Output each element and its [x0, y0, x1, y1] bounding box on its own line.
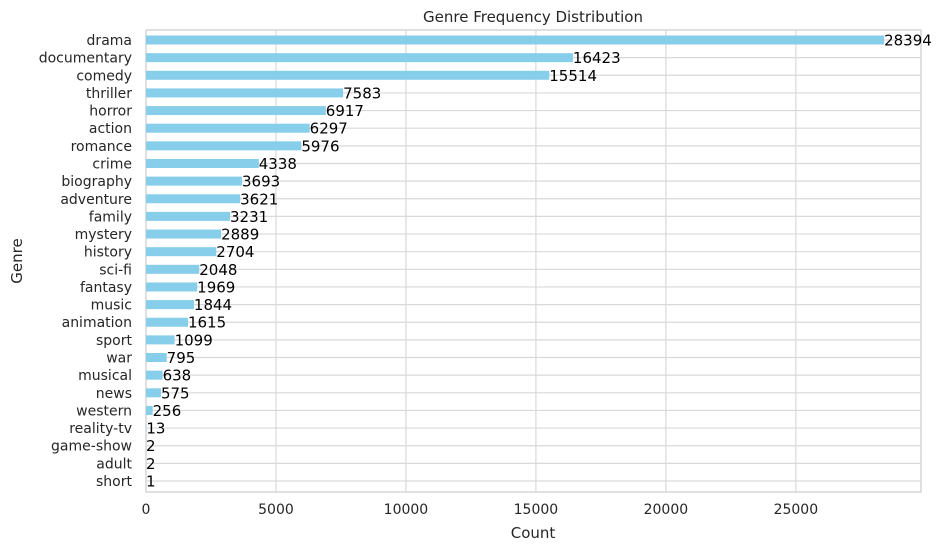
data-label: 638	[163, 367, 192, 385]
bar-war	[146, 353, 167, 363]
data-labels: 2839416423155147583691762975976433836933…	[146, 32, 932, 491]
y-tick-label: mystery	[75, 227, 132, 243]
y-tick-label: reality-tv	[69, 421, 132, 437]
data-label: 1969	[197, 278, 235, 296]
bars	[146, 35, 885, 486]
data-label: 2704	[216, 243, 254, 261]
x-tick-label: 25000	[774, 502, 819, 518]
y-tick-label: animation	[62, 315, 132, 331]
data-label: 2	[146, 437, 156, 455]
data-label: 3621	[240, 190, 278, 208]
bar-thriller	[146, 88, 344, 98]
bar-musical	[146, 370, 163, 380]
x-tick-labels: 0 5000 10000 15000 20000 25000	[142, 502, 819, 518]
data-label: 6297	[310, 120, 348, 138]
y-tick-label: western	[76, 403, 132, 419]
data-label: 6917	[326, 102, 364, 120]
data-label: 3231	[230, 208, 268, 226]
x-axis-label: Count	[511, 524, 556, 542]
data-label: 13	[146, 420, 165, 438]
data-label: 16423	[573, 49, 621, 67]
y-tick-label: horror	[89, 104, 132, 120]
bar-romance	[146, 141, 302, 151]
bar-adventure	[146, 194, 241, 204]
bar-news	[146, 388, 161, 398]
plot-area	[145, 29, 922, 493]
y-tick-label: documentary	[39, 51, 132, 67]
bar-animation	[146, 317, 188, 327]
bar-comedy	[146, 70, 550, 80]
data-label: 2	[146, 455, 156, 473]
y-tick-label: adult	[96, 456, 132, 472]
bar-sci-fi	[146, 264, 200, 274]
bar-western	[146, 405, 153, 415]
data-label: 5976	[301, 137, 339, 155]
bar-horror	[146, 106, 326, 116]
bar-history	[146, 247, 217, 257]
bar-crime	[146, 158, 259, 168]
x-tick-label: 0	[142, 502, 151, 518]
y-tick-label: drama	[87, 33, 132, 49]
data-label: 575	[161, 384, 190, 402]
y-tick-label: action	[89, 121, 132, 137]
y-tick-label: news	[96, 386, 132, 402]
data-label: 1	[146, 473, 156, 491]
bar-documentary	[146, 53, 573, 63]
data-label: 3693	[242, 173, 280, 191]
chart-title: Genre Frequency Distribution	[423, 8, 643, 26]
bar-biography	[146, 176, 242, 186]
data-label: 1099	[175, 331, 213, 349]
data-label: 7583	[343, 84, 381, 102]
bar-fantasy	[146, 282, 198, 292]
bar-sport	[146, 335, 175, 345]
data-label: 795	[167, 349, 196, 367]
y-tick-label: romance	[71, 139, 132, 155]
bar-music	[146, 300, 194, 310]
y-tick-label: game-show	[51, 439, 132, 455]
y-tick-label: history	[84, 245, 132, 261]
y-tick-label: comedy	[76, 68, 132, 84]
data-label: 28394	[884, 32, 932, 50]
y-tick-label: thriller	[86, 86, 132, 102]
bar-action	[146, 123, 310, 133]
y-tick-label: crime	[92, 156, 132, 172]
x-tick-label: 10000	[384, 502, 429, 518]
data-label: 2048	[199, 261, 237, 279]
y-tick-label: biography	[61, 174, 132, 190]
y-axis-label: Genre	[8, 238, 26, 283]
y-tick-label: family	[89, 209, 132, 225]
x-tick-label: 15000	[514, 502, 559, 518]
data-label: 1615	[188, 314, 226, 332]
x-tick-label: 20000	[644, 502, 689, 518]
y-tick-label: fantasy	[80, 280, 132, 296]
x-tick-label: 5000	[258, 502, 294, 518]
y-tick-label: sci-fi	[99, 262, 132, 278]
bar-mystery	[146, 229, 222, 239]
y-tick-label: short	[96, 474, 132, 490]
data-label: 4338	[259, 155, 297, 173]
bar-family	[146, 211, 230, 221]
y-tick-label: sport	[96, 333, 133, 349]
data-label: 256	[153, 402, 182, 420]
y-tick-label: war	[106, 351, 132, 367]
data-label: 1844	[194, 296, 232, 314]
data-label: 2889	[221, 226, 259, 244]
y-tick-label: music	[91, 298, 132, 314]
bar-drama	[146, 35, 885, 45]
y-tick-label: musical	[78, 368, 132, 384]
data-label: 15514	[549, 67, 597, 85]
y-tick-label: adventure	[60, 192, 132, 208]
